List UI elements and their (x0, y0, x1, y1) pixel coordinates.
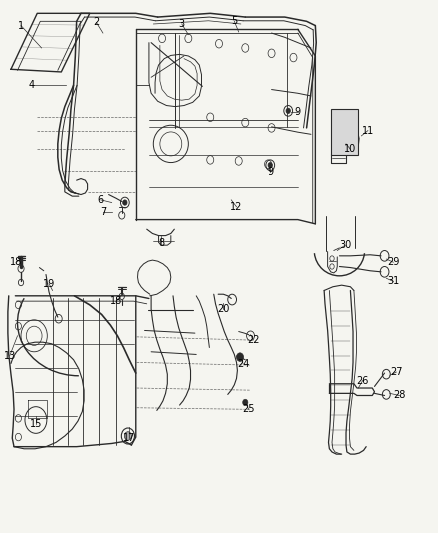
Text: 3: 3 (179, 19, 185, 29)
Text: 18: 18 (110, 296, 122, 306)
Text: 22: 22 (247, 335, 259, 345)
Text: 24: 24 (237, 359, 249, 368)
Text: 11: 11 (362, 126, 374, 135)
Text: 26: 26 (357, 376, 369, 385)
Text: 8: 8 (158, 238, 164, 247)
Text: 9: 9 (267, 167, 273, 176)
Circle shape (237, 353, 244, 361)
Circle shape (268, 163, 272, 168)
Text: 31: 31 (387, 277, 399, 286)
Text: 18: 18 (10, 257, 22, 267)
Text: 9: 9 (295, 107, 301, 117)
Circle shape (286, 108, 290, 114)
Text: 17: 17 (123, 433, 135, 443)
Text: 6: 6 (98, 195, 104, 205)
Text: 15: 15 (30, 419, 42, 429)
Text: 19: 19 (43, 279, 55, 288)
FancyBboxPatch shape (331, 109, 358, 155)
Text: 13: 13 (4, 351, 16, 361)
Text: 10: 10 (344, 144, 357, 154)
Text: 30: 30 (339, 240, 351, 250)
Text: 7: 7 (100, 207, 106, 217)
Circle shape (124, 432, 131, 440)
Text: 20: 20 (217, 304, 230, 314)
Text: 4: 4 (28, 80, 35, 90)
Circle shape (123, 200, 127, 205)
Text: 27: 27 (390, 367, 403, 377)
Text: 28: 28 (393, 391, 406, 400)
Text: 1: 1 (18, 21, 24, 30)
Text: 2: 2 (93, 18, 99, 27)
Text: 12: 12 (230, 202, 243, 212)
Circle shape (243, 399, 248, 406)
Text: 25: 25 (243, 405, 255, 414)
Text: 5: 5 (231, 17, 237, 26)
Text: 29: 29 (387, 257, 399, 267)
